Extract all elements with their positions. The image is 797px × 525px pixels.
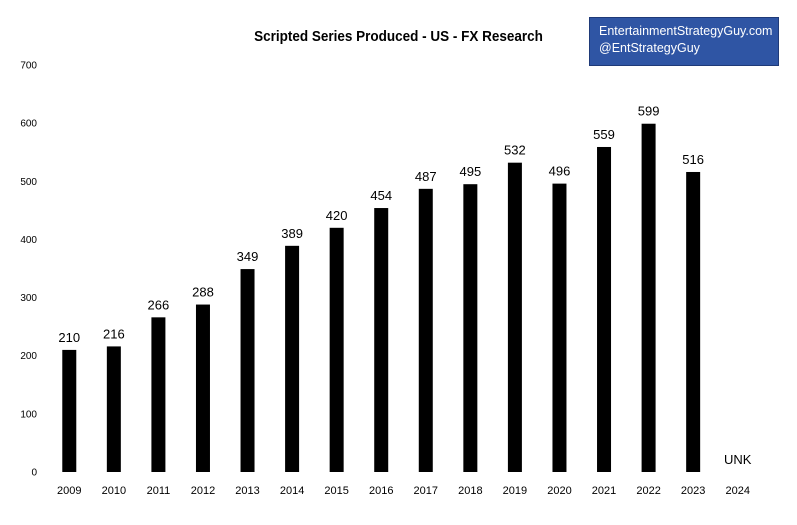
data-label-2017: 487 [415,169,437,184]
watermark-handle: @EntStrategyGuy [599,41,700,55]
y-tick-label: 300 [20,293,37,304]
bar-2017 [418,188,433,472]
watermark-site: EntertainmentStrategyGuy.com [599,24,773,38]
x-tick-label: 2017 [414,485,438,497]
x-tick-label: 2009 [57,485,81,497]
watermark-box: EntertainmentStrategyGuy.com @EntStrateg… [589,17,779,66]
data-label-2022: 599 [638,104,660,119]
data-label-2015: 420 [326,208,348,223]
bar-2014 [285,245,300,472]
bar-2023 [686,171,701,473]
bar-2010 [106,346,121,472]
data-label-2014: 389 [281,226,303,241]
bar-2011 [151,317,166,472]
y-tick-label: 400 [20,235,37,246]
y-tick-label: 500 [20,177,37,188]
data-label-2012: 288 [192,285,214,300]
bar-2016 [374,208,389,472]
bar-2020 [552,183,567,472]
x-tick-label: 2024 [725,485,749,497]
data-label-2018: 495 [459,164,481,179]
bar-2018 [463,184,478,472]
x-tick-label: 2016 [369,485,393,497]
data-label-2011: 266 [148,297,170,312]
x-tick-label: 2011 [147,485,171,497]
y-tick-label: 100 [20,409,37,420]
data-label-2023: 516 [682,152,704,167]
y-tick-label: 700 [20,61,37,72]
data-label-2020: 496 [549,164,571,179]
data-label-2019: 532 [504,143,526,158]
y-tick-label: 200 [20,351,37,362]
data-label-2010: 216 [103,326,125,341]
x-tick-label: 2020 [547,485,571,497]
x-tick-label: 2010 [102,485,126,497]
x-tick-label: 2012 [191,485,215,497]
bar-2012 [195,304,210,472]
bar-2013 [240,269,255,472]
bar-2021 [597,146,612,472]
x-tick-label: 2021 [592,485,616,497]
data-labels: 210 216 266 288 349 389 420 454 487 495 532 496 559 5… [58,104,751,467]
x-tick-label: 2013 [235,485,259,497]
x-tick-label: 2023 [681,485,705,497]
bar-2009 [62,349,77,472]
x-tick-label: 2019 [503,485,527,497]
y-tick-label: 600 [20,119,37,130]
x-axis: 2009 2010 2011 2012 2013 2014 2015 2016 2017 2018… [57,485,750,497]
data-label-2024: UNK [724,452,752,467]
x-tick-label: 2015 [324,485,348,497]
bar-2015 [329,227,344,472]
y-axis: 0 100 200 300 400 500 600 700 [20,61,37,479]
data-label-2013: 349 [237,249,259,264]
data-label-2021: 559 [593,127,615,142]
bar-series [62,123,701,473]
chart-title: Scripted Series Produced - US - FX Resea… [254,28,543,45]
x-tick-label: 2022 [636,485,660,497]
bar-2022 [641,123,656,472]
data-label-2016: 454 [370,188,392,203]
x-tick-label: 2018 [458,485,482,497]
x-tick-label: 2014 [280,485,304,497]
bar-2019 [507,162,522,472]
data-label-2009: 210 [58,330,80,345]
y-tick-label: 0 [31,468,37,479]
